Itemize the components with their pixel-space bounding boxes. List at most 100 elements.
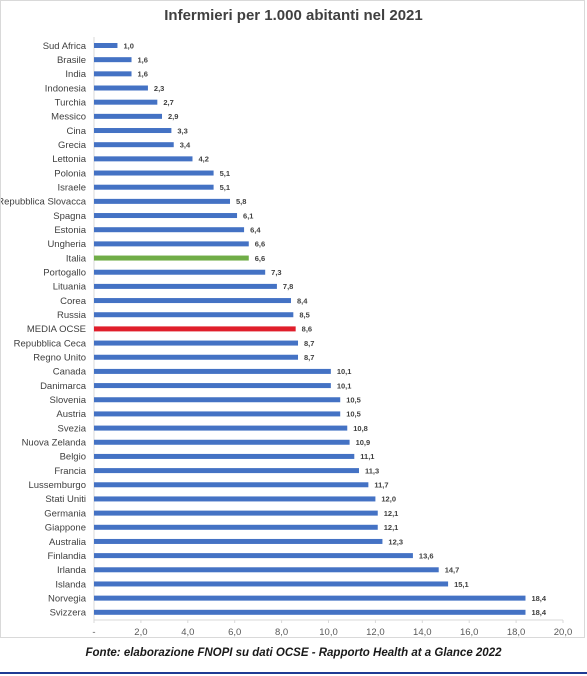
- value-label-spagna: 6,1: [243, 211, 253, 220]
- x-tick-label: 4,0: [181, 627, 194, 638]
- value-label-turchia: 2,7: [163, 98, 173, 107]
- value-label-lituania: 7,8: [283, 282, 293, 291]
- bar-nuova-zelanda: [94, 439, 350, 445]
- value-label-nuova-zelanda: 10,9: [356, 438, 371, 447]
- bar-chart: - 2,0 4,0 6,0 8,0 10,0 12,0 14,0 16,0 18,0 20,0 Su…: [1, 37, 572, 638]
- value-label-repubblica-slovacca: 5,8: [236, 197, 246, 206]
- value-label-irlanda: 14,7: [445, 566, 460, 575]
- bar-slovenia: [94, 397, 341, 403]
- value-label-francia: 11,3: [365, 466, 379, 475]
- category-label-cina: Cina: [66, 126, 86, 137]
- value-label-estonia: 6,4: [250, 226, 261, 235]
- value-label-stati-uniti: 12,0: [381, 495, 396, 504]
- bar-ungheria: [94, 241, 249, 247]
- category-label-israele: Israele: [57, 183, 86, 194]
- bar-estonia: [94, 227, 245, 233]
- value-label-australia: 12,3: [388, 537, 403, 546]
- value-label-polonia: 5,1: [220, 169, 230, 178]
- value-label-italia: 6,6: [255, 254, 265, 263]
- category-label-media-ocse: MEDIA OCSE: [27, 324, 86, 335]
- category-label-islanda: Islanda: [55, 579, 86, 590]
- category-label-finlandia: Finlandia: [47, 551, 86, 562]
- bar-stati-uniti: [94, 496, 376, 502]
- category-label-repubblica-slovacca: Repubblica Slovacca: [1, 197, 87, 208]
- x-tick-label: 20,0: [554, 627, 573, 638]
- bar-danimarca: [94, 383, 331, 389]
- value-label-austria: 10,5: [346, 410, 361, 419]
- category-label-norvegia: Norvegia: [48, 593, 87, 604]
- value-label-lettonia: 4,2: [198, 155, 208, 164]
- value-label-belgio: 11,1: [360, 452, 374, 461]
- category-label-svezia: Svezia: [57, 423, 86, 434]
- value-label-norvegia: 18,4: [531, 594, 546, 603]
- value-label-russia: 8,5: [299, 311, 309, 320]
- value-label-india: 1,6: [138, 70, 148, 79]
- category-label-stati-uniti: Stati Uniti: [45, 494, 86, 505]
- source-note: Fonte: elaborazione FNOPI su dati OCSE -…: [85, 647, 502, 659]
- category-label-canada: Canada: [53, 367, 87, 378]
- value-label-canada: 10,1: [337, 367, 352, 376]
- value-label-lussemburgo: 11,7: [374, 481, 388, 490]
- category-label-italia: Italia: [66, 253, 87, 264]
- value-label-giappone: 12,1: [384, 523, 399, 532]
- x-axis: - 2,0 4,0 6,0 8,0 10,0 12,0 14,0 16,0 18,0 20,0: [92, 37, 572, 638]
- x-tick-label: -: [92, 627, 95, 638]
- category-label-francia: Francia: [54, 466, 86, 477]
- value-label-grecia: 3,4: [180, 140, 191, 149]
- bar-canada: [94, 368, 331, 374]
- category-label-estonia: Estonia: [54, 225, 86, 236]
- value-label-media-ocse: 8,6: [302, 325, 312, 334]
- value-label-svizzera: 18,4: [531, 608, 546, 617]
- bar-indonesia: [94, 85, 148, 91]
- category-label-indonesia: Indonesia: [45, 83, 87, 94]
- value-label-israele: 5,1: [220, 183, 230, 192]
- bar-media-ocse: [94, 326, 296, 332]
- bars: Sud Africa 1,0 Brasile 1,6 India 1,6 Indonesia…: [1, 41, 547, 619]
- category-label-sud-africa: Sud Africa: [43, 41, 87, 52]
- bar-regno-unito: [94, 354, 299, 360]
- x-tick-label: 10,0: [319, 627, 338, 638]
- bar-svezia: [94, 425, 348, 431]
- bar-lussemburgo: [94, 482, 369, 488]
- bar-israele: [94, 184, 214, 190]
- bar-india: [94, 71, 132, 77]
- bar-polonia: [94, 170, 214, 176]
- category-label-brasile: Brasile: [57, 55, 86, 66]
- bar-grecia: [94, 142, 174, 148]
- category-label-regno-unito: Regno Unito: [33, 353, 86, 364]
- bar-australia: [94, 538, 383, 544]
- value-label-svezia: 10,8: [353, 424, 368, 433]
- value-label-corea: 8,4: [297, 296, 308, 305]
- x-tick-label: 16,0: [460, 627, 479, 638]
- category-label-nuova-zelanda: Nuova Zelanda: [22, 438, 87, 449]
- x-tick-label: 2,0: [134, 627, 147, 638]
- value-label-danimarca: 10,1: [337, 381, 352, 390]
- value-label-islanda: 15,1: [454, 580, 469, 589]
- category-label-grecia: Grecia: [58, 140, 87, 151]
- bottom-rule: [0, 672, 587, 674]
- bar-repubblica-ceca: [94, 340, 299, 346]
- value-label-repubblica-ceca: 8,7: [304, 339, 314, 348]
- chart-frame: Infermieri per 1.000 abitanti nel 2021 -…: [0, 0, 585, 638]
- value-label-ungheria: 6,6: [255, 240, 265, 249]
- value-label-slovenia: 10,5: [346, 396, 361, 405]
- x-tick-label: 6,0: [228, 627, 241, 638]
- bar-belgio: [94, 453, 355, 459]
- category-label-austria: Austria: [56, 409, 86, 420]
- bar-irlanda: [94, 567, 439, 573]
- bar-turchia: [94, 99, 158, 105]
- category-label-irlanda: Irlanda: [57, 565, 87, 576]
- bar-sud-africa: [94, 43, 118, 48]
- bar-cina: [94, 128, 172, 134]
- category-label-spagna: Spagna: [53, 211, 86, 222]
- x-tick-label: 8,0: [275, 627, 288, 638]
- category-label-lituania: Lituania: [53, 282, 87, 293]
- bar-svizzera: [94, 609, 526, 615]
- category-label-lettonia: Lettonia: [52, 154, 87, 165]
- category-label-giappone: Giappone: [45, 523, 86, 534]
- category-label-germania: Germania: [44, 508, 86, 519]
- value-label-regno-unito: 8,7: [304, 353, 314, 362]
- bar-francia: [94, 468, 359, 474]
- bar-portogallo: [94, 269, 266, 275]
- value-label-brasile: 1,6: [138, 55, 148, 64]
